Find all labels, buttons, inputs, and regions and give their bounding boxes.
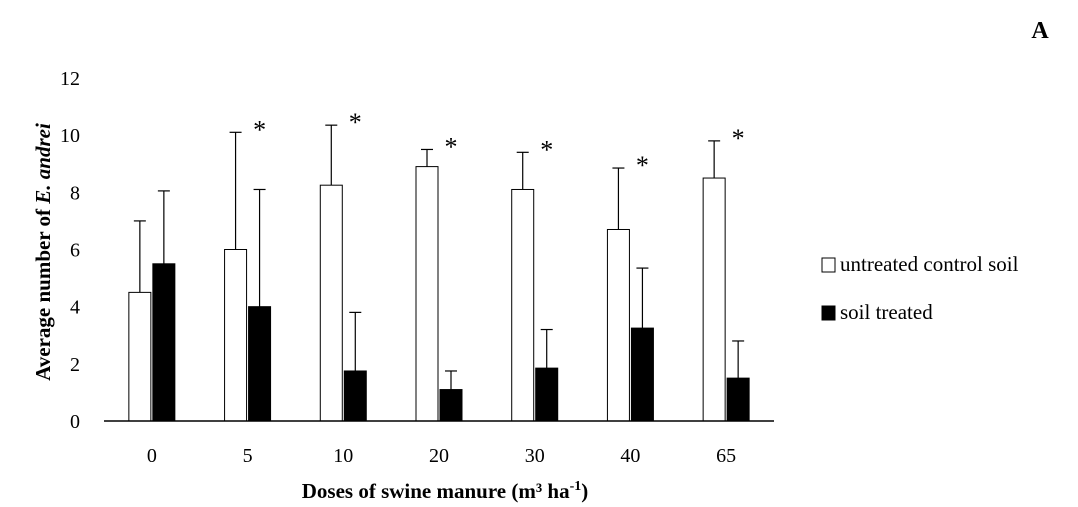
y-tick-label: 6 bbox=[70, 240, 80, 262]
bar-treated bbox=[343, 370, 367, 422]
bar-treated bbox=[439, 389, 463, 422]
legend-label-untreated: untreated control soil bbox=[840, 252, 1019, 276]
y-tick-label: 8 bbox=[70, 182, 80, 204]
x-axis-label-text: Doses of swine manure (m³ ha bbox=[302, 479, 570, 503]
x-axis-label-close: ) bbox=[581, 479, 588, 503]
bar-untreated bbox=[702, 177, 726, 422]
legend: untreated control soil soil treated bbox=[821, 252, 1019, 324]
x-axis: 0 5 10 20 30 40 65 bbox=[147, 445, 736, 467]
bar-untreated bbox=[128, 291, 152, 422]
y-axis-label: Average number of E. andrei bbox=[31, 123, 55, 381]
significance-star: * bbox=[636, 151, 649, 180]
bar-untreated bbox=[415, 166, 439, 422]
bar-untreated bbox=[224, 249, 248, 422]
significance-star: * bbox=[445, 132, 458, 161]
x-axis-label: Doses of swine manure (m³ ha-1) bbox=[302, 479, 589, 503]
x-tick-label: 0 bbox=[147, 445, 157, 467]
significance-star: * bbox=[540, 135, 553, 164]
bar-treated bbox=[152, 263, 176, 422]
bar-treated bbox=[630, 327, 654, 422]
y-axis-label-species: E. andrei bbox=[31, 123, 55, 205]
y-axis: 0 2 4 6 8 10 12 bbox=[60, 68, 80, 433]
bars bbox=[128, 166, 750, 422]
y-tick-label: 4 bbox=[70, 297, 80, 319]
y-axis-label-text: Average number of bbox=[31, 204, 55, 381]
bar-treated bbox=[535, 367, 559, 422]
significance-markers: * * * * * * bbox=[253, 108, 745, 180]
x-tick-label: 10 bbox=[333, 445, 353, 467]
bar-untreated bbox=[319, 184, 343, 422]
x-tick-label: 30 bbox=[525, 445, 545, 467]
error-bars bbox=[133, 124, 745, 390]
y-tick-label: 2 bbox=[70, 354, 80, 376]
y-tick-label: 12 bbox=[60, 68, 80, 90]
y-tick-label: 0 bbox=[70, 411, 80, 433]
legend-swatch-treated bbox=[821, 305, 836, 321]
bar-treated bbox=[248, 306, 272, 422]
x-axis-label-sup: -1 bbox=[570, 479, 582, 494]
significance-star: * bbox=[349, 108, 362, 137]
bar-untreated bbox=[511, 188, 535, 422]
x-tick-label: 65 bbox=[716, 445, 736, 467]
legend-label-treated: soil treated bbox=[840, 300, 933, 324]
significance-star: * bbox=[253, 115, 266, 144]
x-tick-label: 40 bbox=[620, 445, 640, 467]
panel-label: A bbox=[1031, 18, 1049, 44]
legend-swatch-untreated bbox=[821, 257, 836, 273]
x-tick-label: 20 bbox=[429, 445, 449, 467]
y-tick-label: 10 bbox=[60, 125, 80, 147]
bar-untreated bbox=[606, 228, 630, 422]
x-tick-label: 5 bbox=[243, 445, 253, 467]
bar-treated bbox=[726, 377, 750, 422]
significance-star: * bbox=[732, 124, 745, 153]
